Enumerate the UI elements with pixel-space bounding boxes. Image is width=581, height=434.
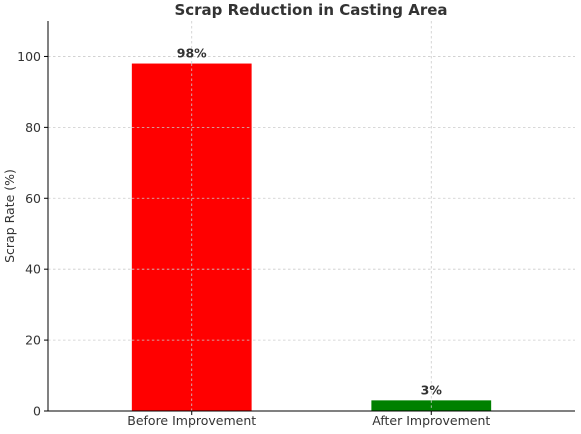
data-label: 98% [177,46,207,61]
y-tick-label: 20 [25,333,41,348]
grid [48,21,575,412]
y-axis-label: Scrap Rate (%) [2,169,17,263]
bar [131,63,252,411]
y-tick-label: 80 [25,120,41,135]
x-tick-label: After Improvement [372,413,490,428]
x-tick-label: Before Improvement [127,413,256,428]
y-tick-label: 60 [25,191,41,206]
y-tick-label: 100 [17,49,41,64]
y-tick-label: 40 [25,262,41,277]
axes [47,21,575,412]
y-tick-label: 0 [33,404,41,419]
ticks: 0 20 40 60 80 100 Before Improvement After Impr… [17,49,490,428]
bars: 98% 3% [131,46,492,411]
data-label: 3% [421,382,443,397]
chart-title: Scrap Reduction in Casting Area [174,1,447,19]
